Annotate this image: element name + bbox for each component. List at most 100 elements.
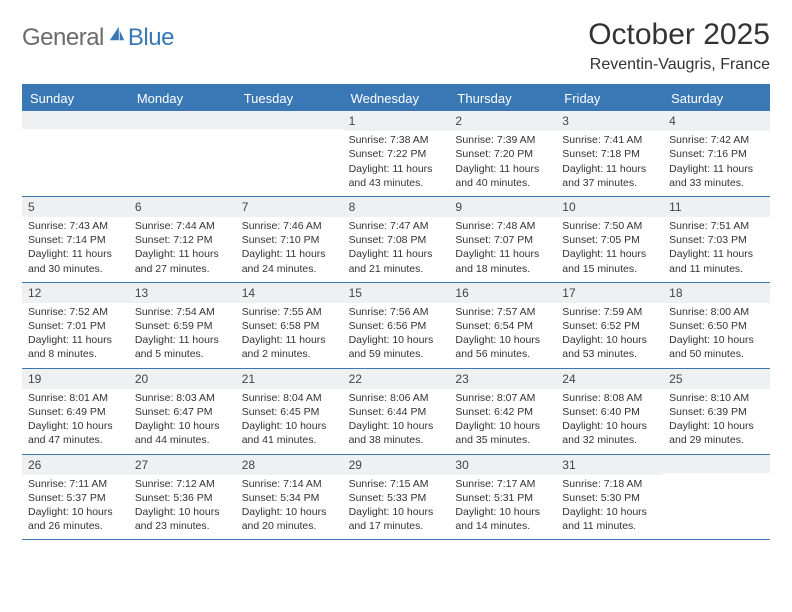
day-cell: 9Sunrise: 7:48 AMSunset: 7:07 PMDaylight… — [449, 197, 556, 282]
day-detail: Sunrise: 7:17 AMSunset: 5:31 PMDaylight:… — [449, 475, 556, 540]
day-detail: Sunrise: 7:55 AMSunset: 6:58 PMDaylight:… — [236, 303, 343, 368]
day-detail: Sunrise: 7:43 AMSunset: 7:14 PMDaylight:… — [22, 217, 129, 282]
sunrise-text: Sunrise: 7:17 AM — [455, 477, 550, 491]
day-cell: 11Sunrise: 7:51 AMSunset: 7:03 PMDayligh… — [663, 197, 770, 282]
day-detail: Sunrise: 8:08 AMSunset: 6:40 PMDaylight:… — [556, 389, 663, 454]
day-number: 19 — [22, 369, 129, 389]
sunrise-text: Sunrise: 7:44 AM — [135, 219, 230, 233]
empty-cell — [236, 111, 343, 196]
day-number: 14 — [236, 283, 343, 303]
logo: General Blue — [22, 18, 174, 52]
daylight-text: Daylight: 11 hours and 27 minutes. — [135, 247, 230, 275]
day-cell: 25Sunrise: 8:10 AMSunset: 6:39 PMDayligh… — [663, 369, 770, 454]
day-detail: Sunrise: 8:01 AMSunset: 6:49 PMDaylight:… — [22, 389, 129, 454]
sunrise-text: Sunrise: 8:08 AM — [562, 391, 657, 405]
dayheader-sunday: Sunday — [22, 86, 129, 111]
daylight-text: Daylight: 10 hours and 35 minutes. — [455, 419, 550, 447]
day-cell: 1Sunrise: 7:38 AMSunset: 7:22 PMDaylight… — [343, 111, 450, 196]
sunset-text: Sunset: 6:40 PM — [562, 405, 657, 419]
day-cell: 2Sunrise: 7:39 AMSunset: 7:20 PMDaylight… — [449, 111, 556, 196]
sunset-text: Sunset: 7:12 PM — [135, 233, 230, 247]
daylight-text: Daylight: 10 hours and 32 minutes. — [562, 419, 657, 447]
sunrise-text: Sunrise: 7:43 AM — [28, 219, 123, 233]
sunrise-text: Sunrise: 8:01 AM — [28, 391, 123, 405]
day-detail — [22, 129, 129, 187]
day-number: 30 — [449, 455, 556, 475]
daylight-text: Daylight: 10 hours and 56 minutes. — [455, 333, 550, 361]
sunset-text: Sunset: 5:37 PM — [28, 491, 123, 505]
day-detail: Sunrise: 7:59 AMSunset: 6:52 PMDaylight:… — [556, 303, 663, 368]
sunset-text: Sunset: 7:10 PM — [242, 233, 337, 247]
dayheader-thursday: Thursday — [449, 86, 556, 111]
day-detail: Sunrise: 7:50 AMSunset: 7:05 PMDaylight:… — [556, 217, 663, 282]
sunset-text: Sunset: 6:56 PM — [349, 319, 444, 333]
day-cell: 8Sunrise: 7:47 AMSunset: 7:08 PMDaylight… — [343, 197, 450, 282]
day-number — [22, 111, 129, 129]
day-number: 4 — [663, 111, 770, 131]
day-number: 17 — [556, 283, 663, 303]
sunrise-text: Sunrise: 7:15 AM — [349, 477, 444, 491]
empty-cell — [129, 111, 236, 196]
sunset-text: Sunset: 7:20 PM — [455, 147, 550, 161]
daylight-text: Daylight: 10 hours and 38 minutes. — [349, 419, 444, 447]
sunset-text: Sunset: 6:47 PM — [135, 405, 230, 419]
day-number: 2 — [449, 111, 556, 131]
day-cell: 26Sunrise: 7:11 AMSunset: 5:37 PMDayligh… — [22, 455, 129, 540]
dayheader-monday: Monday — [129, 86, 236, 111]
logo-sail-icon — [108, 25, 126, 43]
day-number: 11 — [663, 197, 770, 217]
day-cell: 10Sunrise: 7:50 AMSunset: 7:05 PMDayligh… — [556, 197, 663, 282]
sunset-text: Sunset: 6:58 PM — [242, 319, 337, 333]
daylight-text: Daylight: 10 hours and 29 minutes. — [669, 419, 764, 447]
sunrise-text: Sunrise: 7:46 AM — [242, 219, 337, 233]
sunset-text: Sunset: 5:31 PM — [455, 491, 550, 505]
sunset-text: Sunset: 7:22 PM — [349, 147, 444, 161]
day-detail: Sunrise: 7:42 AMSunset: 7:16 PMDaylight:… — [663, 131, 770, 196]
sunrise-text: Sunrise: 8:07 AM — [455, 391, 550, 405]
day-detail — [236, 129, 343, 187]
day-cell: 7Sunrise: 7:46 AMSunset: 7:10 PMDaylight… — [236, 197, 343, 282]
daylight-text: Daylight: 11 hours and 40 minutes. — [455, 162, 550, 190]
day-cell: 23Sunrise: 8:07 AMSunset: 6:42 PMDayligh… — [449, 369, 556, 454]
day-cell: 17Sunrise: 7:59 AMSunset: 6:52 PMDayligh… — [556, 283, 663, 368]
day-detail: Sunrise: 7:48 AMSunset: 7:07 PMDaylight:… — [449, 217, 556, 282]
day-cell: 14Sunrise: 7:55 AMSunset: 6:58 PMDayligh… — [236, 283, 343, 368]
sunrise-text: Sunrise: 7:55 AM — [242, 305, 337, 319]
day-number: 15 — [343, 283, 450, 303]
day-detail — [129, 129, 236, 187]
sunset-text: Sunset: 7:08 PM — [349, 233, 444, 247]
day-number: 7 — [236, 197, 343, 217]
day-number: 9 — [449, 197, 556, 217]
header: General Blue October 2025 Reventin-Vaugr… — [22, 18, 770, 74]
sunrise-text: Sunrise: 8:03 AM — [135, 391, 230, 405]
daylight-text: Daylight: 11 hours and 33 minutes. — [669, 162, 764, 190]
day-cell: 27Sunrise: 7:12 AMSunset: 5:36 PMDayligh… — [129, 455, 236, 540]
day-cell: 3Sunrise: 7:41 AMSunset: 7:18 PMDaylight… — [556, 111, 663, 196]
day-number: 20 — [129, 369, 236, 389]
empty-cell — [663, 455, 770, 540]
sunrise-text: Sunrise: 7:59 AM — [562, 305, 657, 319]
day-number: 23 — [449, 369, 556, 389]
day-cell: 18Sunrise: 8:00 AMSunset: 6:50 PMDayligh… — [663, 283, 770, 368]
day-cell: 22Sunrise: 8:06 AMSunset: 6:44 PMDayligh… — [343, 369, 450, 454]
daylight-text: Daylight: 10 hours and 14 minutes. — [455, 505, 550, 533]
month-title: October 2025 — [588, 18, 770, 52]
empty-cell — [22, 111, 129, 196]
sunset-text: Sunset: 5:36 PM — [135, 491, 230, 505]
day-detail: Sunrise: 7:38 AMSunset: 7:22 PMDaylight:… — [343, 131, 450, 196]
daylight-text: Daylight: 10 hours and 44 minutes. — [135, 419, 230, 447]
day-cell: 6Sunrise: 7:44 AMSunset: 7:12 PMDaylight… — [129, 197, 236, 282]
sunset-text: Sunset: 5:34 PM — [242, 491, 337, 505]
day-detail: Sunrise: 7:18 AMSunset: 5:30 PMDaylight:… — [556, 475, 663, 540]
daylight-text: Daylight: 10 hours and 50 minutes. — [669, 333, 764, 361]
day-number: 1 — [343, 111, 450, 131]
day-number: 25 — [663, 369, 770, 389]
day-number: 10 — [556, 197, 663, 217]
daylight-text: Daylight: 11 hours and 11 minutes. — [669, 247, 764, 275]
day-detail: Sunrise: 7:51 AMSunset: 7:03 PMDaylight:… — [663, 217, 770, 282]
day-detail: Sunrise: 7:14 AMSunset: 5:34 PMDaylight:… — [236, 475, 343, 540]
sunset-text: Sunset: 5:30 PM — [562, 491, 657, 505]
sunset-text: Sunset: 7:01 PM — [28, 319, 123, 333]
day-detail: Sunrise: 7:54 AMSunset: 6:59 PMDaylight:… — [129, 303, 236, 368]
daylight-text: Daylight: 11 hours and 37 minutes. — [562, 162, 657, 190]
